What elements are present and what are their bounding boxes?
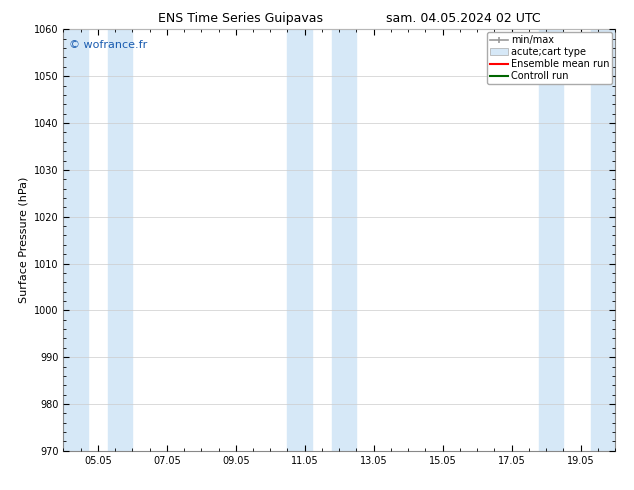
Y-axis label: Surface Pressure (hPa): Surface Pressure (hPa) bbox=[18, 177, 29, 303]
Bar bbox=[108, 29, 133, 451]
Text: © wofrance.fr: © wofrance.fr bbox=[69, 40, 147, 50]
Text: ENS Time Series Guipavas: ENS Time Series Guipavas bbox=[158, 12, 323, 25]
Bar bbox=[539, 29, 563, 451]
Bar bbox=[332, 29, 356, 451]
Bar bbox=[287, 29, 312, 451]
Bar bbox=[591, 29, 615, 451]
Legend: min/max, acute;cart type, Ensemble mean run, Controll run: min/max, acute;cart type, Ensemble mean … bbox=[488, 32, 612, 84]
Bar bbox=[63, 29, 87, 451]
Text: sam. 04.05.2024 02 UTC: sam. 04.05.2024 02 UTC bbox=[385, 12, 540, 25]
